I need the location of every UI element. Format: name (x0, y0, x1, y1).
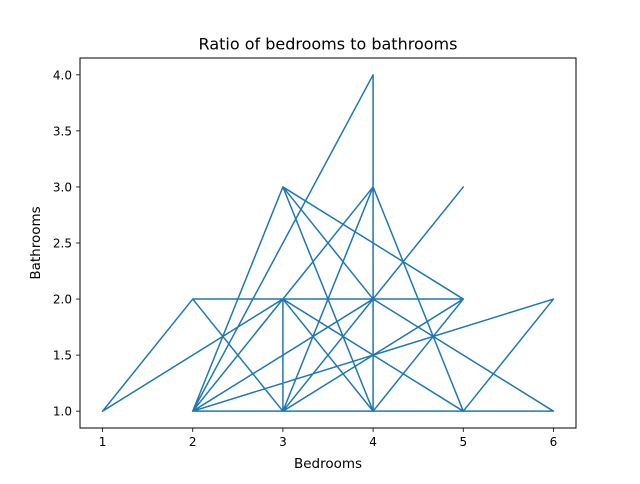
y-tick-label: 1.0 (53, 405, 72, 419)
x-tick-label: 1 (99, 435, 107, 449)
x-axis-ticks: 1 2 3 4 5 6 (99, 428, 558, 449)
chart-title: Ratio of bedrooms to bathrooms (199, 35, 458, 54)
y-tick-label: 3.5 (53, 124, 72, 138)
y-tick-label: 3.0 (53, 180, 72, 194)
plot-frame (79, 57, 577, 429)
y-tick-label: 1.5 (53, 349, 72, 363)
x-tick-label: 6 (550, 435, 558, 449)
x-tick-label: 4 (369, 435, 377, 449)
y-axis-ticks: 1.0 1.5 2.0 2.5 3.0 3.5 4.0 (53, 68, 80, 419)
y-tick-label: 2.0 (53, 293, 72, 307)
x-tick-label: 3 (279, 435, 287, 449)
x-axis-label: Bedrooms (294, 456, 362, 472)
series-line-0 (101, 74, 555, 413)
x-tick-label: 5 (459, 435, 467, 449)
plot-lines (101, 74, 555, 413)
y-axis-label: Bathrooms (28, 206, 44, 279)
y-tick-label: 4.0 (53, 68, 72, 82)
y-tick-label: 2.5 (53, 237, 72, 251)
x-tick-label: 2 (189, 435, 197, 449)
